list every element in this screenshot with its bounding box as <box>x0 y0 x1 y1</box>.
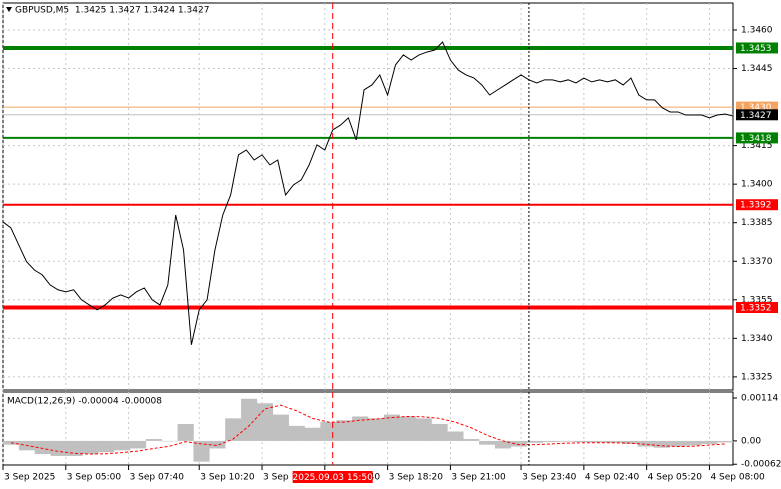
macd-bar <box>590 440 607 443</box>
macd-bar <box>193 440 210 462</box>
macd-bar <box>621 440 639 444</box>
level-label: 1.3352 <box>740 304 772 314</box>
macd-bar <box>574 440 591 443</box>
macd-bar <box>129 440 147 449</box>
macd-bar <box>352 416 369 441</box>
macd-bar <box>34 440 51 455</box>
y-tick-label: 1.3340 <box>741 334 773 344</box>
macd-bar <box>415 418 432 441</box>
y-tick-label: 1.3385 <box>741 218 773 228</box>
level-label-box <box>736 42 778 54</box>
y-tick-label: 1.3370 <box>741 257 773 267</box>
macd-bar <box>510 440 527 447</box>
macd-bar <box>177 423 194 441</box>
x-tick-label: 3 Sep 21:00 <box>451 473 506 483</box>
macd-bar <box>606 440 623 443</box>
x-tick-label: 3 Sep 07:40 <box>130 473 185 483</box>
macd-bar <box>82 440 99 455</box>
macd-bar <box>494 440 512 449</box>
signal-line <box>10 404 726 455</box>
macd-bar <box>701 440 718 444</box>
x-tick-label: 4 Sep 08:00 <box>710 473 765 483</box>
macd-bar <box>320 422 337 441</box>
x-tick-label: 3 Sep 10:20 <box>200 473 255 483</box>
y-tick-label: 1.3415 <box>741 141 773 151</box>
x-tick-label: 3 Sep 2025 <box>4 473 55 483</box>
macd-bar <box>304 427 321 441</box>
cursor-label: 2025.09.03 15:50 <box>293 473 374 483</box>
macd-bar <box>256 403 274 441</box>
x-tick-label: 4 Sep 02:40 <box>585 473 640 483</box>
level-label: 1.3427 <box>740 111 772 121</box>
level-label-box <box>736 109 778 121</box>
macd-bar <box>653 440 670 448</box>
macd-bar <box>336 420 353 441</box>
level-label-box <box>736 302 778 314</box>
macd-bar <box>526 440 543 443</box>
macd-bar <box>145 439 162 441</box>
y-tick-label: 0.00114 <box>741 394 778 404</box>
macd-bar <box>558 440 575 442</box>
macd-bar <box>225 418 242 441</box>
macd-bar <box>209 440 226 449</box>
price-line <box>2 41 734 345</box>
macd-bar <box>114 440 131 451</box>
x-tick-label: 3 Sep 05:00 <box>67 473 122 483</box>
macd-bar <box>717 440 734 443</box>
level-label: 1.3392 <box>740 201 772 211</box>
macd-bar <box>542 440 559 443</box>
macd-bar <box>479 440 496 445</box>
level-label-box <box>736 199 778 211</box>
symbol-icon <box>6 7 12 12</box>
price-pane <box>2 2 734 391</box>
y-tick-label: 0.00 <box>741 436 761 446</box>
cursor-label-box <box>292 471 373 483</box>
macd-title: MACD(12,26,9) -0.00004 -0.00008 <box>7 397 162 407</box>
macd-bar <box>463 439 480 441</box>
macd-bar <box>50 440 67 456</box>
x-tick-label: 3 Sep 23:40 <box>522 473 577 483</box>
y-tick-label: -0.00062 <box>741 460 781 470</box>
y-tick-label: 1.3355 <box>741 295 773 305</box>
macd-bar <box>272 414 289 441</box>
macd-bar <box>669 440 686 447</box>
y-tick-label: 1.3445 <box>741 64 773 74</box>
chart-title: GBPUSD,M5 1.3425 1.3427 1.3424 1.3427 <box>15 6 209 16</box>
macd-bar <box>383 414 401 441</box>
level-label-box <box>736 132 778 144</box>
macd-bar <box>161 440 178 442</box>
axis-background <box>734 0 781 489</box>
macd-bar <box>685 440 702 446</box>
macd-bar <box>368 418 385 441</box>
level-label: 1.3430 <box>740 103 772 113</box>
macd-bar <box>288 425 305 441</box>
x-tick-label: 3 Sep 18:20 <box>389 473 444 483</box>
macd-bar <box>637 440 654 447</box>
macd-bar <box>241 398 258 441</box>
x-tick-label: 4 Sep 05:20 <box>648 473 703 483</box>
macd-bar <box>399 416 416 441</box>
level-label: 1.3418 <box>740 134 772 144</box>
level-label: 1.3453 <box>740 44 772 54</box>
y-tick-label: 1.3325 <box>741 372 773 382</box>
level-label-box <box>736 101 778 113</box>
x-tick-label: 3 Sep 13:00 <box>263 473 318 483</box>
macd-bar <box>66 440 83 456</box>
y-tick-label: 1.3460 <box>741 25 773 35</box>
macd-bar <box>98 440 115 453</box>
macd-bar <box>447 431 464 441</box>
y-tick-label: 1.3400 <box>741 180 773 190</box>
macd-bar <box>431 423 448 441</box>
